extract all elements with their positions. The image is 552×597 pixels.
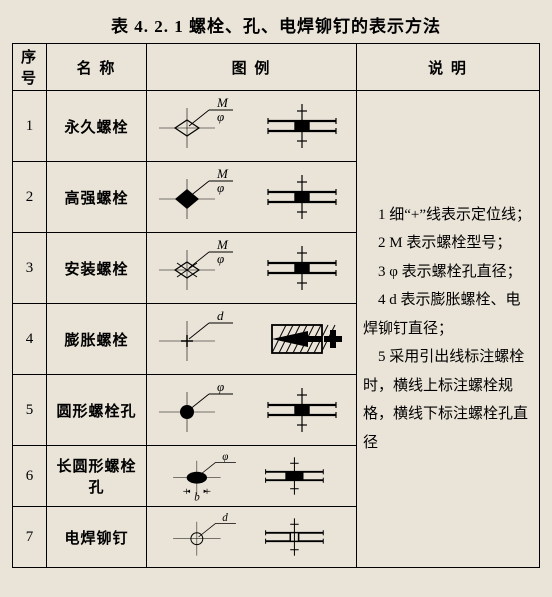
svg-text:M: M — [216, 166, 229, 181]
desc-line: 4 d 表示膨胀螺栓、电焊铆钉直径； — [363, 286, 533, 343]
row-name: 永久螺栓 — [47, 91, 147, 162]
desc-line: 2 M 表示螺栓型号； — [363, 229, 533, 258]
svg-text:φ: φ — [217, 251, 224, 266]
row-figure: φ — [147, 375, 357, 446]
th-desc: 说 明 — [357, 44, 540, 91]
row-figure: Mφ — [147, 91, 357, 162]
row-name: 圆形螺栓孔 — [47, 375, 147, 446]
symbol-svg: Mφ — [152, 164, 352, 230]
row-index: 1 — [13, 91, 47, 162]
table-row: 1永久螺栓Mφ1 细“+”线表示定位线；2 M 表示螺栓型号；3 φ 表示螺栓孔… — [13, 91, 540, 162]
row-index: 4 — [13, 304, 47, 375]
svg-text:d: d — [217, 308, 224, 323]
row-index: 2 — [13, 162, 47, 233]
bolt-notation-table: 序号 名 称 图 例 说 明 1永久螺栓Mφ1 细“+”线表示定位线；2 M 表… — [12, 43, 540, 568]
desc-line: 5 采用引出线标注螺栓时，横线上标注螺栓规格，横线下标注螺栓孔直径 — [363, 343, 533, 457]
svg-text:M: M — [216, 95, 229, 110]
row-figure: d — [147, 507, 357, 568]
desc-line: 3 φ 表示螺栓孔直径； — [363, 258, 533, 287]
row-figure: Mφ — [147, 233, 357, 304]
svg-text:M: M — [216, 237, 229, 252]
symbol-svg: d — [152, 306, 352, 372]
row-figure: φb — [147, 446, 357, 507]
symbol-svg: Mφ — [152, 93, 352, 159]
page: 表 4. 2. 1 螺栓、孔、电焊铆钉的表示方法 序号 名 称 图 例 说 明 … — [0, 0, 552, 580]
symbol-svg: φ — [152, 377, 352, 443]
row-index: 5 — [13, 375, 47, 446]
row-name: 安装螺栓 — [47, 233, 147, 304]
svg-text:φ: φ — [217, 180, 224, 195]
svg-text:φ: φ — [217, 109, 224, 124]
description-cell: 1 细“+”线表示定位线；2 M 表示螺栓型号；3 φ 表示螺栓孔直径；4 d … — [357, 91, 540, 568]
row-name: 高强螺栓 — [47, 162, 147, 233]
desc-line: 1 细“+”线表示定位线； — [363, 201, 533, 230]
row-index: 3 — [13, 233, 47, 304]
symbol-svg: d — [152, 509, 352, 565]
th-idx: 序号 — [13, 44, 47, 91]
row-index: 6 — [13, 446, 47, 507]
th-name: 名 称 — [47, 44, 147, 91]
svg-text:φ: φ — [217, 379, 224, 394]
svg-text:φ: φ — [222, 451, 228, 463]
symbol-svg: Mφ — [152, 235, 352, 301]
row-name: 膨胀螺栓 — [47, 304, 147, 375]
header-row: 序号 名 称 图 例 说 明 — [13, 44, 540, 91]
row-name: 电焊铆钉 — [47, 507, 147, 568]
svg-text:d: d — [222, 512, 228, 524]
th-figure: 图 例 — [147, 44, 357, 91]
row-name: 长圆形螺栓孔 — [47, 446, 147, 507]
symbol-svg: φb — [152, 448, 352, 504]
row-figure: Mφ — [147, 162, 357, 233]
row-figure: d — [147, 304, 357, 375]
row-index: 7 — [13, 507, 47, 568]
svg-text:b: b — [194, 492, 200, 504]
table-title: 表 4. 2. 1 螺栓、孔、电焊铆钉的表示方法 — [12, 12, 540, 37]
